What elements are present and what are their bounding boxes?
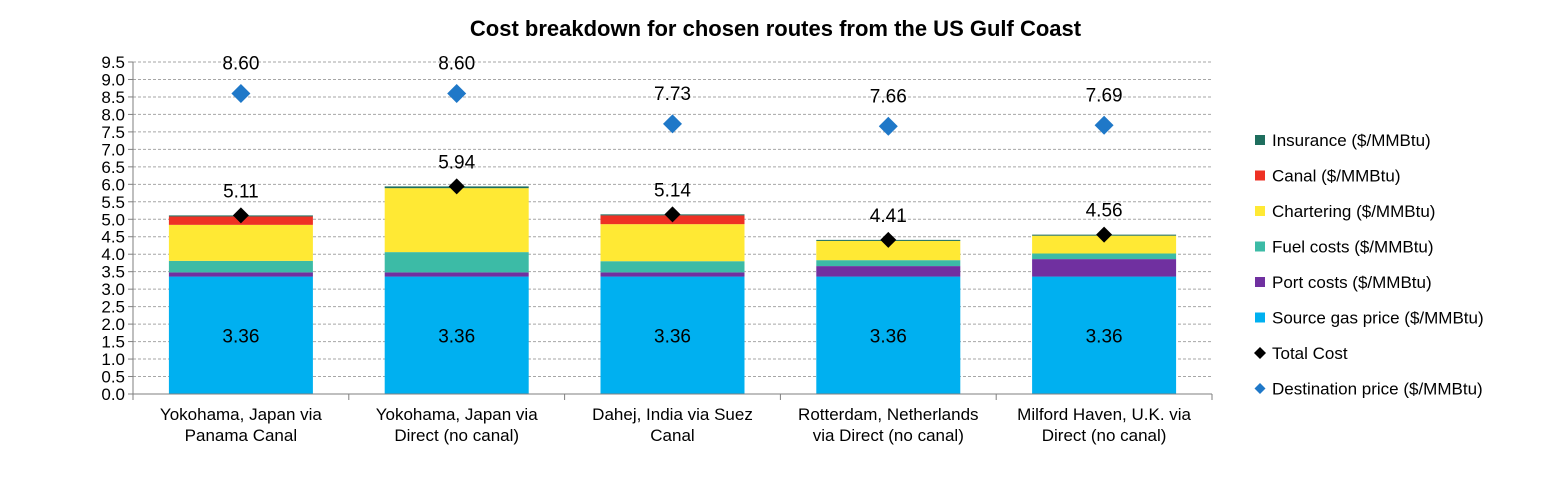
bar-segment [816, 276, 961, 394]
total-cost-marker [232, 207, 249, 224]
total-cost-marker [448, 178, 465, 195]
legend-swatch [1255, 277, 1265, 287]
data-label-total-cost: 5.14 [654, 180, 691, 201]
legend-swatch [1255, 135, 1265, 145]
y-tick-label: 4.5 [101, 228, 125, 247]
y-tick-label: 5.0 [101, 210, 125, 229]
bar-segment [384, 188, 529, 253]
legend-swatch [1255, 241, 1265, 252]
y-tick-label: 5.5 [101, 193, 125, 212]
y-tick-label: 7.5 [101, 123, 125, 142]
data-label-source-gas: 3.36 [654, 326, 691, 347]
bar-segment [168, 272, 313, 277]
x-tick-label: Dahej, India via Suez [592, 405, 753, 424]
data-label-source-gas: 3.36 [1086, 326, 1123, 347]
x-tick-label: Yokohama, Japan via [160, 405, 322, 424]
bar-segment [600, 261, 745, 273]
data-label-total-cost: 4.56 [1086, 201, 1123, 222]
y-tick-label: 9.0 [101, 70, 125, 89]
x-tick-label: Canal [650, 426, 694, 445]
bar-segment [384, 252, 529, 273]
legend-label: Insurance ($/MMBtu) [1272, 131, 1431, 150]
legend-label: Chartering ($/MMBtu) [1272, 202, 1435, 221]
y-tick-label: 0.5 [101, 368, 125, 387]
bars-layer [168, 186, 1177, 394]
x-tick-label: Yokohama, Japan via [376, 405, 538, 424]
y-tick-label: 9.5 [101, 53, 125, 72]
bar-segment [816, 260, 961, 267]
y-tick-label: 6.0 [101, 175, 125, 194]
data-label-destination-price: 7.66 [870, 86, 907, 107]
total-cost-marker [880, 231, 897, 248]
axes-layer: 0.00.51.01.52.02.53.03.54.04.55.05.56.06… [101, 53, 1213, 404]
bar-segment [600, 224, 745, 262]
y-tick-label: 1.5 [101, 333, 125, 352]
bar-segment [816, 266, 961, 277]
y-tick-label: 2.0 [101, 315, 125, 334]
labels-layer: 3.36 Yokohama, Japan via Panama Canal 5.11 8… [160, 53, 1192, 445]
y-tick-label: 8.5 [101, 88, 125, 107]
data-label-source-gas: 3.36 [870, 326, 907, 347]
x-tick-label: Milford Haven, U.K. via [1017, 405, 1191, 424]
bar-segment [1032, 259, 1177, 277]
y-tick-label: 6.5 [101, 158, 125, 177]
data-label-total-cost: 5.94 [438, 152, 475, 173]
legend-label: Total Cost [1272, 344, 1348, 363]
data-label-destination-price: 7.69 [1086, 85, 1123, 106]
y-tick-label: 3.0 [101, 280, 125, 299]
data-label-source-gas: 3.36 [438, 326, 475, 347]
bar-segment [168, 224, 313, 261]
x-tick-label: Direct (no canal) [1042, 426, 1167, 445]
total-cost-marker [1096, 226, 1113, 243]
data-label-total-cost: 5.11 [223, 181, 259, 202]
legend-swatch [1255, 170, 1265, 181]
legend-label: Source gas price ($/MMBtu) [1272, 309, 1484, 328]
x-tick-label: Panama Canal [185, 426, 297, 445]
data-label-destination-price: 8.60 [438, 53, 475, 74]
data-label-destination-price: 7.73 [654, 84, 691, 105]
x-tick-label: via Direct (no canal) [813, 426, 964, 445]
x-tick-label: Direct (no canal) [394, 426, 519, 445]
bar-segment [384, 276, 529, 394]
bar-segment [600, 272, 745, 277]
legend-label: Destination price ($/MMBtu) [1272, 380, 1483, 399]
y-tick-label: 2.5 [101, 298, 125, 317]
bar-segment [1032, 235, 1177, 254]
y-tick-label: 4.0 [101, 245, 125, 264]
destination-price-marker [231, 83, 251, 103]
legend-marker [1254, 383, 1266, 394]
legend-label: Canal ($/MMBtu) [1272, 167, 1400, 186]
chart-title: Cost breakdown for chosen routes from th… [469, 16, 1082, 41]
total-cost-marker [664, 206, 681, 223]
data-label-destination-price: 8.60 [222, 53, 259, 74]
y-tick-label: 0.0 [101, 385, 125, 404]
y-tick-label: 3.5 [101, 263, 125, 282]
legend-label: Fuel costs ($/MMBtu) [1272, 238, 1434, 257]
legend-swatch [1255, 312, 1265, 323]
y-tick-label: 1.0 [101, 350, 125, 369]
destination-price-marker [878, 116, 898, 136]
destination-price-marker [1094, 115, 1114, 135]
y-tick-label: 8.0 [101, 105, 125, 124]
bar-segment [168, 260, 313, 273]
bar-segment [1032, 253, 1177, 260]
data-label-total-cost: 4.41 [870, 206, 907, 227]
y-tick-label: 7.0 [101, 140, 125, 159]
legend-label: Port costs ($/MMBtu) [1272, 273, 1432, 292]
bar-segment [168, 276, 313, 394]
markers-layer [231, 83, 1114, 248]
legend-layer: Insurance ($/MMBtu) Canal ($/MMBtu) Charte… [1254, 131, 1484, 399]
data-label-source-gas: 3.36 [222, 326, 259, 347]
x-tick-label: Rotterdam, Netherlands [798, 405, 978, 424]
bar-segment [816, 240, 961, 261]
destination-price-marker [663, 114, 682, 134]
destination-price-marker [447, 83, 467, 103]
legend-swatch [1255, 206, 1265, 216]
bar-segment [384, 272, 529, 277]
legend-marker [1254, 347, 1266, 359]
bar-segment [600, 276, 745, 394]
bar-segment [1032, 276, 1177, 394]
